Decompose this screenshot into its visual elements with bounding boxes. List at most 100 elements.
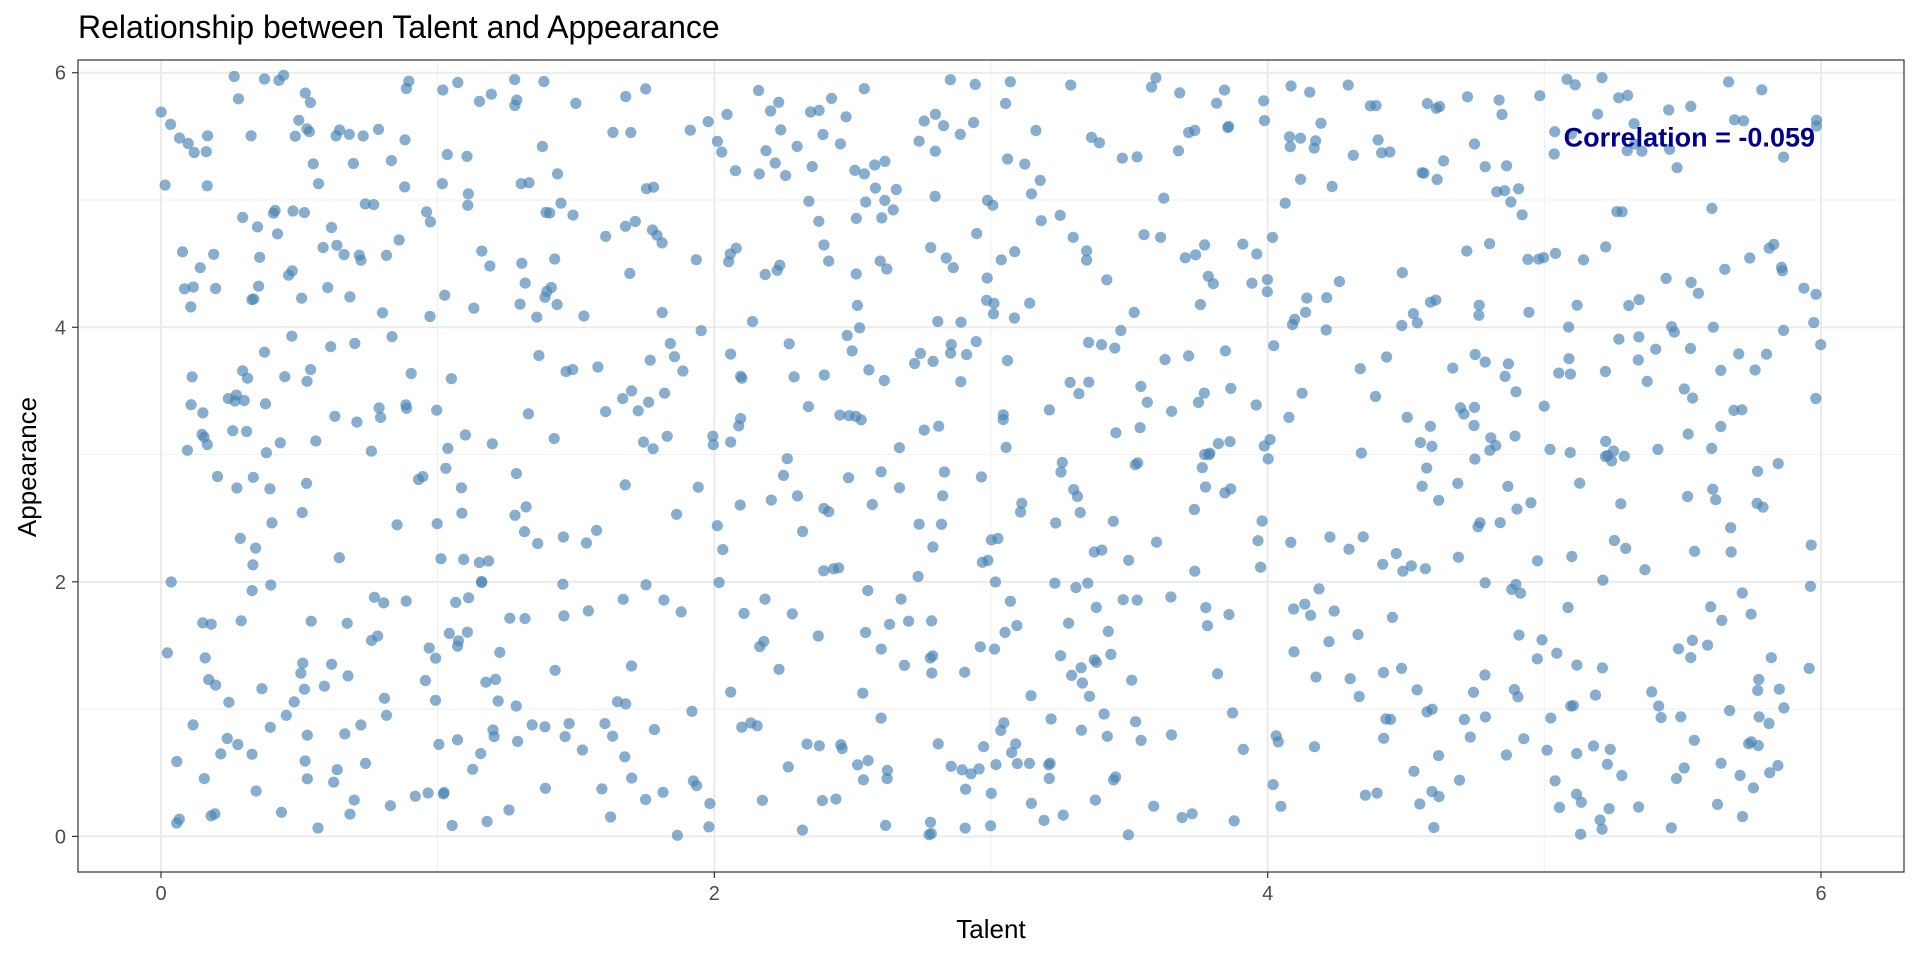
data-point <box>1386 611 1398 624</box>
data-point <box>716 146 728 158</box>
data-point <box>185 399 197 411</box>
data-point <box>1377 558 1389 570</box>
data-point <box>1707 321 1719 333</box>
data-point <box>1736 587 1748 599</box>
data-point <box>1749 364 1761 376</box>
data-point <box>1050 517 1062 529</box>
data-point <box>186 371 198 383</box>
data-point <box>1515 587 1527 599</box>
data-point <box>1804 580 1817 592</box>
data-point <box>551 168 564 180</box>
data-point <box>516 257 528 269</box>
data-point <box>1198 387 1210 399</box>
data-point <box>567 364 579 376</box>
data-point <box>1416 480 1428 492</box>
data-point <box>473 95 486 107</box>
data-point <box>468 302 480 314</box>
data-point <box>1672 643 1685 655</box>
data-point <box>1055 466 1067 478</box>
data-point <box>161 647 173 659</box>
data-point <box>869 159 881 171</box>
data-point <box>307 158 319 170</box>
data-point <box>1469 453 1481 465</box>
data-point <box>1513 629 1525 641</box>
data-point <box>365 634 378 647</box>
data-point <box>1192 396 1205 408</box>
data-point <box>862 755 874 767</box>
data-point <box>393 234 405 246</box>
data-point <box>823 255 835 267</box>
data-point <box>1685 652 1697 664</box>
data-point <box>1702 639 1714 651</box>
data-point <box>1604 743 1616 756</box>
data-point <box>1165 591 1177 603</box>
data-point <box>1596 662 1608 674</box>
plot-border <box>77 59 1905 873</box>
data-point <box>759 268 771 281</box>
data-point <box>570 97 582 109</box>
data-point <box>1189 565 1201 577</box>
data-point <box>1083 376 1095 388</box>
data-point <box>247 471 259 483</box>
data-point <box>558 610 570 622</box>
data-point <box>1034 174 1046 186</box>
data-point <box>1088 546 1100 558</box>
data-point <box>1159 354 1171 366</box>
data-point <box>481 815 493 828</box>
data-point <box>476 575 488 588</box>
data-point <box>797 525 809 538</box>
data-point <box>330 130 342 142</box>
data-point <box>230 389 242 401</box>
data-point <box>925 827 937 840</box>
data-point <box>1189 124 1201 136</box>
data-point <box>1186 808 1198 820</box>
data-point <box>1064 376 1076 388</box>
data-point <box>463 592 475 604</box>
data-point <box>231 482 243 494</box>
data-point <box>1685 100 1697 112</box>
data-point <box>264 721 276 733</box>
data-point <box>1411 684 1423 696</box>
data-point <box>898 659 911 671</box>
data-point <box>671 508 683 520</box>
data-point <box>1775 261 1788 273</box>
data-point <box>989 576 1002 588</box>
data-point <box>223 696 235 708</box>
data-point <box>1531 555 1544 567</box>
data-point <box>510 468 522 480</box>
data-point <box>355 719 367 731</box>
data-point <box>1025 797 1037 810</box>
data-point <box>1102 625 1114 638</box>
data-point <box>1597 574 1609 586</box>
data-point <box>1165 729 1178 741</box>
data-point <box>1134 422 1146 434</box>
data-point <box>1549 247 1562 259</box>
data-point <box>1641 375 1653 387</box>
data-point <box>1688 734 1700 746</box>
data-point <box>1810 392 1822 405</box>
data-point <box>1538 252 1550 264</box>
data-point <box>1566 550 1578 563</box>
data-point <box>703 821 715 833</box>
data-point <box>968 117 980 129</box>
data-point <box>860 196 872 208</box>
data-point <box>725 686 737 698</box>
data-point <box>310 435 322 447</box>
data-point <box>1684 342 1697 355</box>
data-point <box>1179 252 1191 264</box>
data-point <box>248 293 260 305</box>
data-point <box>640 793 652 806</box>
data-point <box>1054 209 1066 221</box>
data-point <box>343 128 355 140</box>
data-point <box>210 282 222 295</box>
data-point <box>1320 324 1332 336</box>
data-point <box>538 75 550 88</box>
data-point <box>1407 308 1419 320</box>
data-point <box>439 289 451 301</box>
data-point <box>250 542 262 554</box>
data-point <box>765 105 777 117</box>
data-point <box>1574 477 1586 489</box>
data-point <box>405 367 417 380</box>
data-point <box>1536 634 1548 646</box>
data-point <box>473 557 485 569</box>
